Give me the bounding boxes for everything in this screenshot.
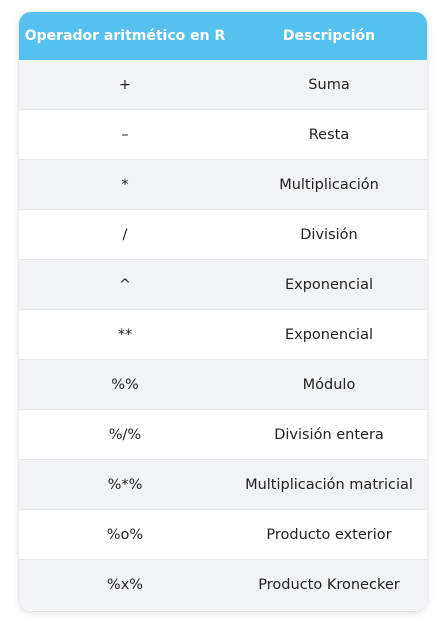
table-row: %x% Producto Kronecker — [19, 560, 427, 610]
description-cell: División — [300, 226, 358, 243]
operator-cell: %o% — [106, 526, 144, 543]
operator-cell: + — [118, 76, 132, 93]
header-description: Descripción — [282, 28, 376, 44]
operator-cell: ^ — [118, 276, 132, 293]
table-row: * Multiplicación — [19, 160, 427, 210]
table-row: – Resta — [19, 110, 427, 160]
operator-cell: %*% — [107, 476, 143, 493]
description-cell: Exponencial — [284, 326, 374, 343]
description-cell: Resta — [308, 126, 350, 143]
operator-cell: – — [121, 126, 129, 143]
operator-cell: %x% — [106, 577, 144, 593]
header-operator: Operador aritmético en R — [24, 28, 226, 44]
description-cell: Producto Kronecker — [258, 577, 400, 593]
operator-cell: / — [122, 226, 128, 243]
description-cell: Módulo — [302, 376, 356, 393]
table-header: Operador aritmético en R Descripción — [19, 12, 427, 60]
table-row: ** Exponencial — [19, 310, 427, 360]
table-row: %% Módulo — [19, 360, 427, 410]
operator-cell: * — [121, 176, 129, 193]
description-cell: Suma — [308, 76, 350, 93]
operator-cell: %% — [111, 376, 139, 393]
table-row: + Suma — [19, 60, 427, 110]
description-cell: Exponencial — [284, 276, 374, 293]
description-cell: Multiplicación — [279, 176, 379, 193]
description-cell: Multiplicación matricial — [245, 476, 413, 493]
description-cell: Producto exterior — [266, 526, 392, 543]
table-row: %o% Producto exterior — [19, 510, 427, 560]
operator-cell: %/% — [108, 426, 142, 443]
table-row: %*% Multiplicación matricial — [19, 460, 427, 510]
operators-table: Operador aritmético en R Descripción + S… — [19, 12, 427, 611]
operator-cell: ** — [117, 326, 133, 343]
table-row: / División — [19, 210, 427, 260]
table-row: %/% División entera — [19, 410, 427, 460]
table-row: ^ Exponencial — [19, 260, 427, 310]
description-cell: División entera — [274, 426, 384, 443]
